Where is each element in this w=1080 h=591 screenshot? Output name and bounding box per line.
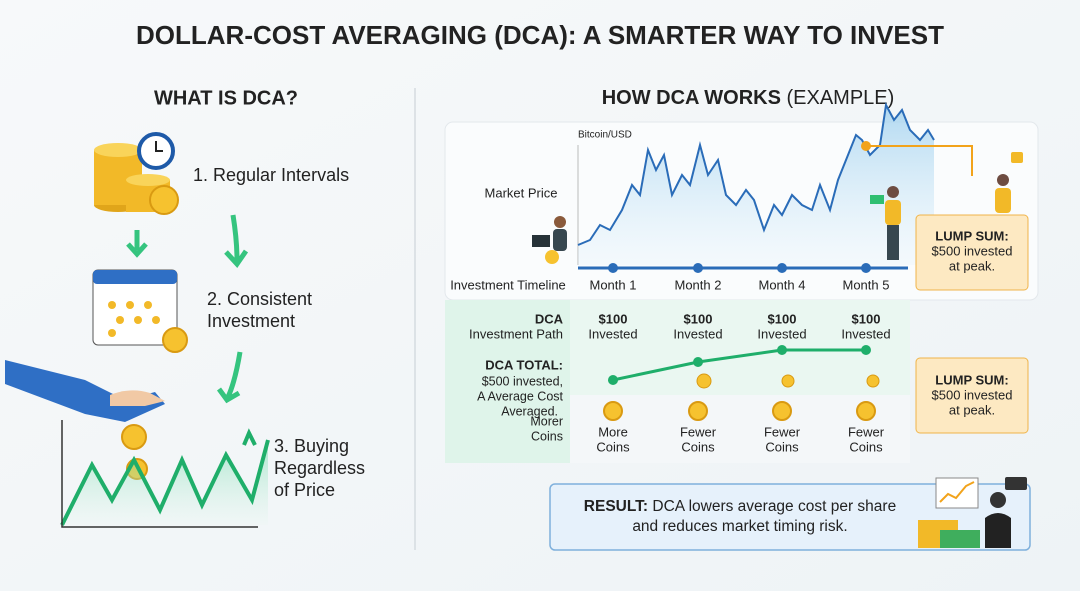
coins-text: Coins [765, 439, 799, 454]
step-text: Regardless [274, 458, 365, 478]
price-chart [532, 101, 1023, 273]
lump-sum-box [915, 357, 1029, 434]
coins-text: Fewer [680, 424, 717, 439]
result-line: RESULT: DCA lowers average cost per shar… [584, 498, 896, 515]
step-text: 3. Buying [274, 436, 349, 456]
table-highlight [570, 300, 910, 395]
coins-text: Fewer [848, 424, 885, 439]
coins-text: Coins [849, 439, 883, 454]
result-text: and reduces market timing risk. [632, 518, 847, 535]
presenter-icon [918, 477, 1027, 548]
month-label: Month 2 [675, 277, 722, 292]
right-heading: HOW DCA WORKS (EXAMPLE) [602, 87, 895, 109]
table-label-column [445, 300, 570, 463]
amount: $100 [852, 311, 881, 326]
axis-label: Bitcoin/USD [578, 130, 632, 141]
coin-icon [688, 401, 708, 421]
lump-text: at peak. [949, 402, 995, 417]
coin-icon [603, 401, 623, 421]
month-label: Month 1 [590, 277, 637, 292]
left-heading: WHAT IS DCA? [154, 87, 298, 109]
invested-label: Invested [673, 326, 722, 341]
price-label: Market Price [485, 185, 558, 200]
total-text: $500 invested, [482, 374, 563, 388]
total-title: DCA TOTAL: [485, 357, 563, 372]
heading-note: (EXAMPLE) [787, 87, 895, 109]
coins-label: Coins [531, 429, 563, 443]
step-text: Investment [207, 311, 295, 331]
step-text: 2. Consistent [207, 289, 312, 309]
amount: $100 [768, 311, 797, 326]
coin-icon [772, 401, 792, 421]
coins-clock-icon [94, 132, 179, 215]
invested-label: Invested [757, 326, 806, 341]
arrow [126, 230, 148, 258]
result-box [549, 483, 1031, 551]
step-text: 1. Regular Intervals [193, 165, 349, 185]
lump-title: LUMP SUM: [935, 372, 1008, 387]
amount: $100 [599, 311, 628, 326]
invested-label: Invested [841, 326, 890, 341]
coins-text: Coins [596, 439, 630, 454]
total-text: Averaged. [501, 404, 558, 418]
invested-label: Invested [588, 326, 637, 341]
calendar-icon [92, 269, 188, 353]
arrow [216, 351, 243, 404]
coins-text: More [598, 424, 628, 439]
result-title: RESULT: [584, 498, 648, 515]
lump-text: $500 invested [932, 387, 1013, 402]
columns: $100Invested$100Invested$100Invested$100… [588, 311, 890, 454]
month-label: Month 4 [759, 277, 806, 292]
coins-text: Fewer [764, 424, 801, 439]
amount: $100 [684, 311, 713, 326]
coins-label: Morer [530, 414, 563, 428]
month-label: Month 5 [843, 277, 890, 292]
path-label: Investment Path [469, 326, 563, 341]
result-text: DCA lowers average cost per share [652, 498, 896, 515]
arrow [224, 214, 249, 268]
dca-path-line [608, 345, 880, 389]
total-text: A Average Cost [477, 389, 563, 403]
steps: 1. Regular Intervals 2. Consistent Inves… [193, 165, 365, 500]
lump-text: $500 invested [932, 243, 1013, 258]
heading: HOW DCA WORKS [602, 87, 781, 109]
step-text: of Price [274, 480, 335, 500]
lump-text: at peak. [949, 258, 995, 273]
title: DOLLAR-COST AVERAGING (DCA): A SMARTER W… [136, 20, 944, 50]
timeline-label: Investment Timeline [450, 277, 566, 292]
lump-sum-box [915, 214, 1029, 291]
coins-text: Coins [681, 439, 715, 454]
path-label: DCA [535, 311, 564, 326]
hand-graph-icon [5, 360, 270, 528]
coin-icon [856, 401, 876, 421]
lump-title: LUMP SUM: [935, 228, 1008, 243]
